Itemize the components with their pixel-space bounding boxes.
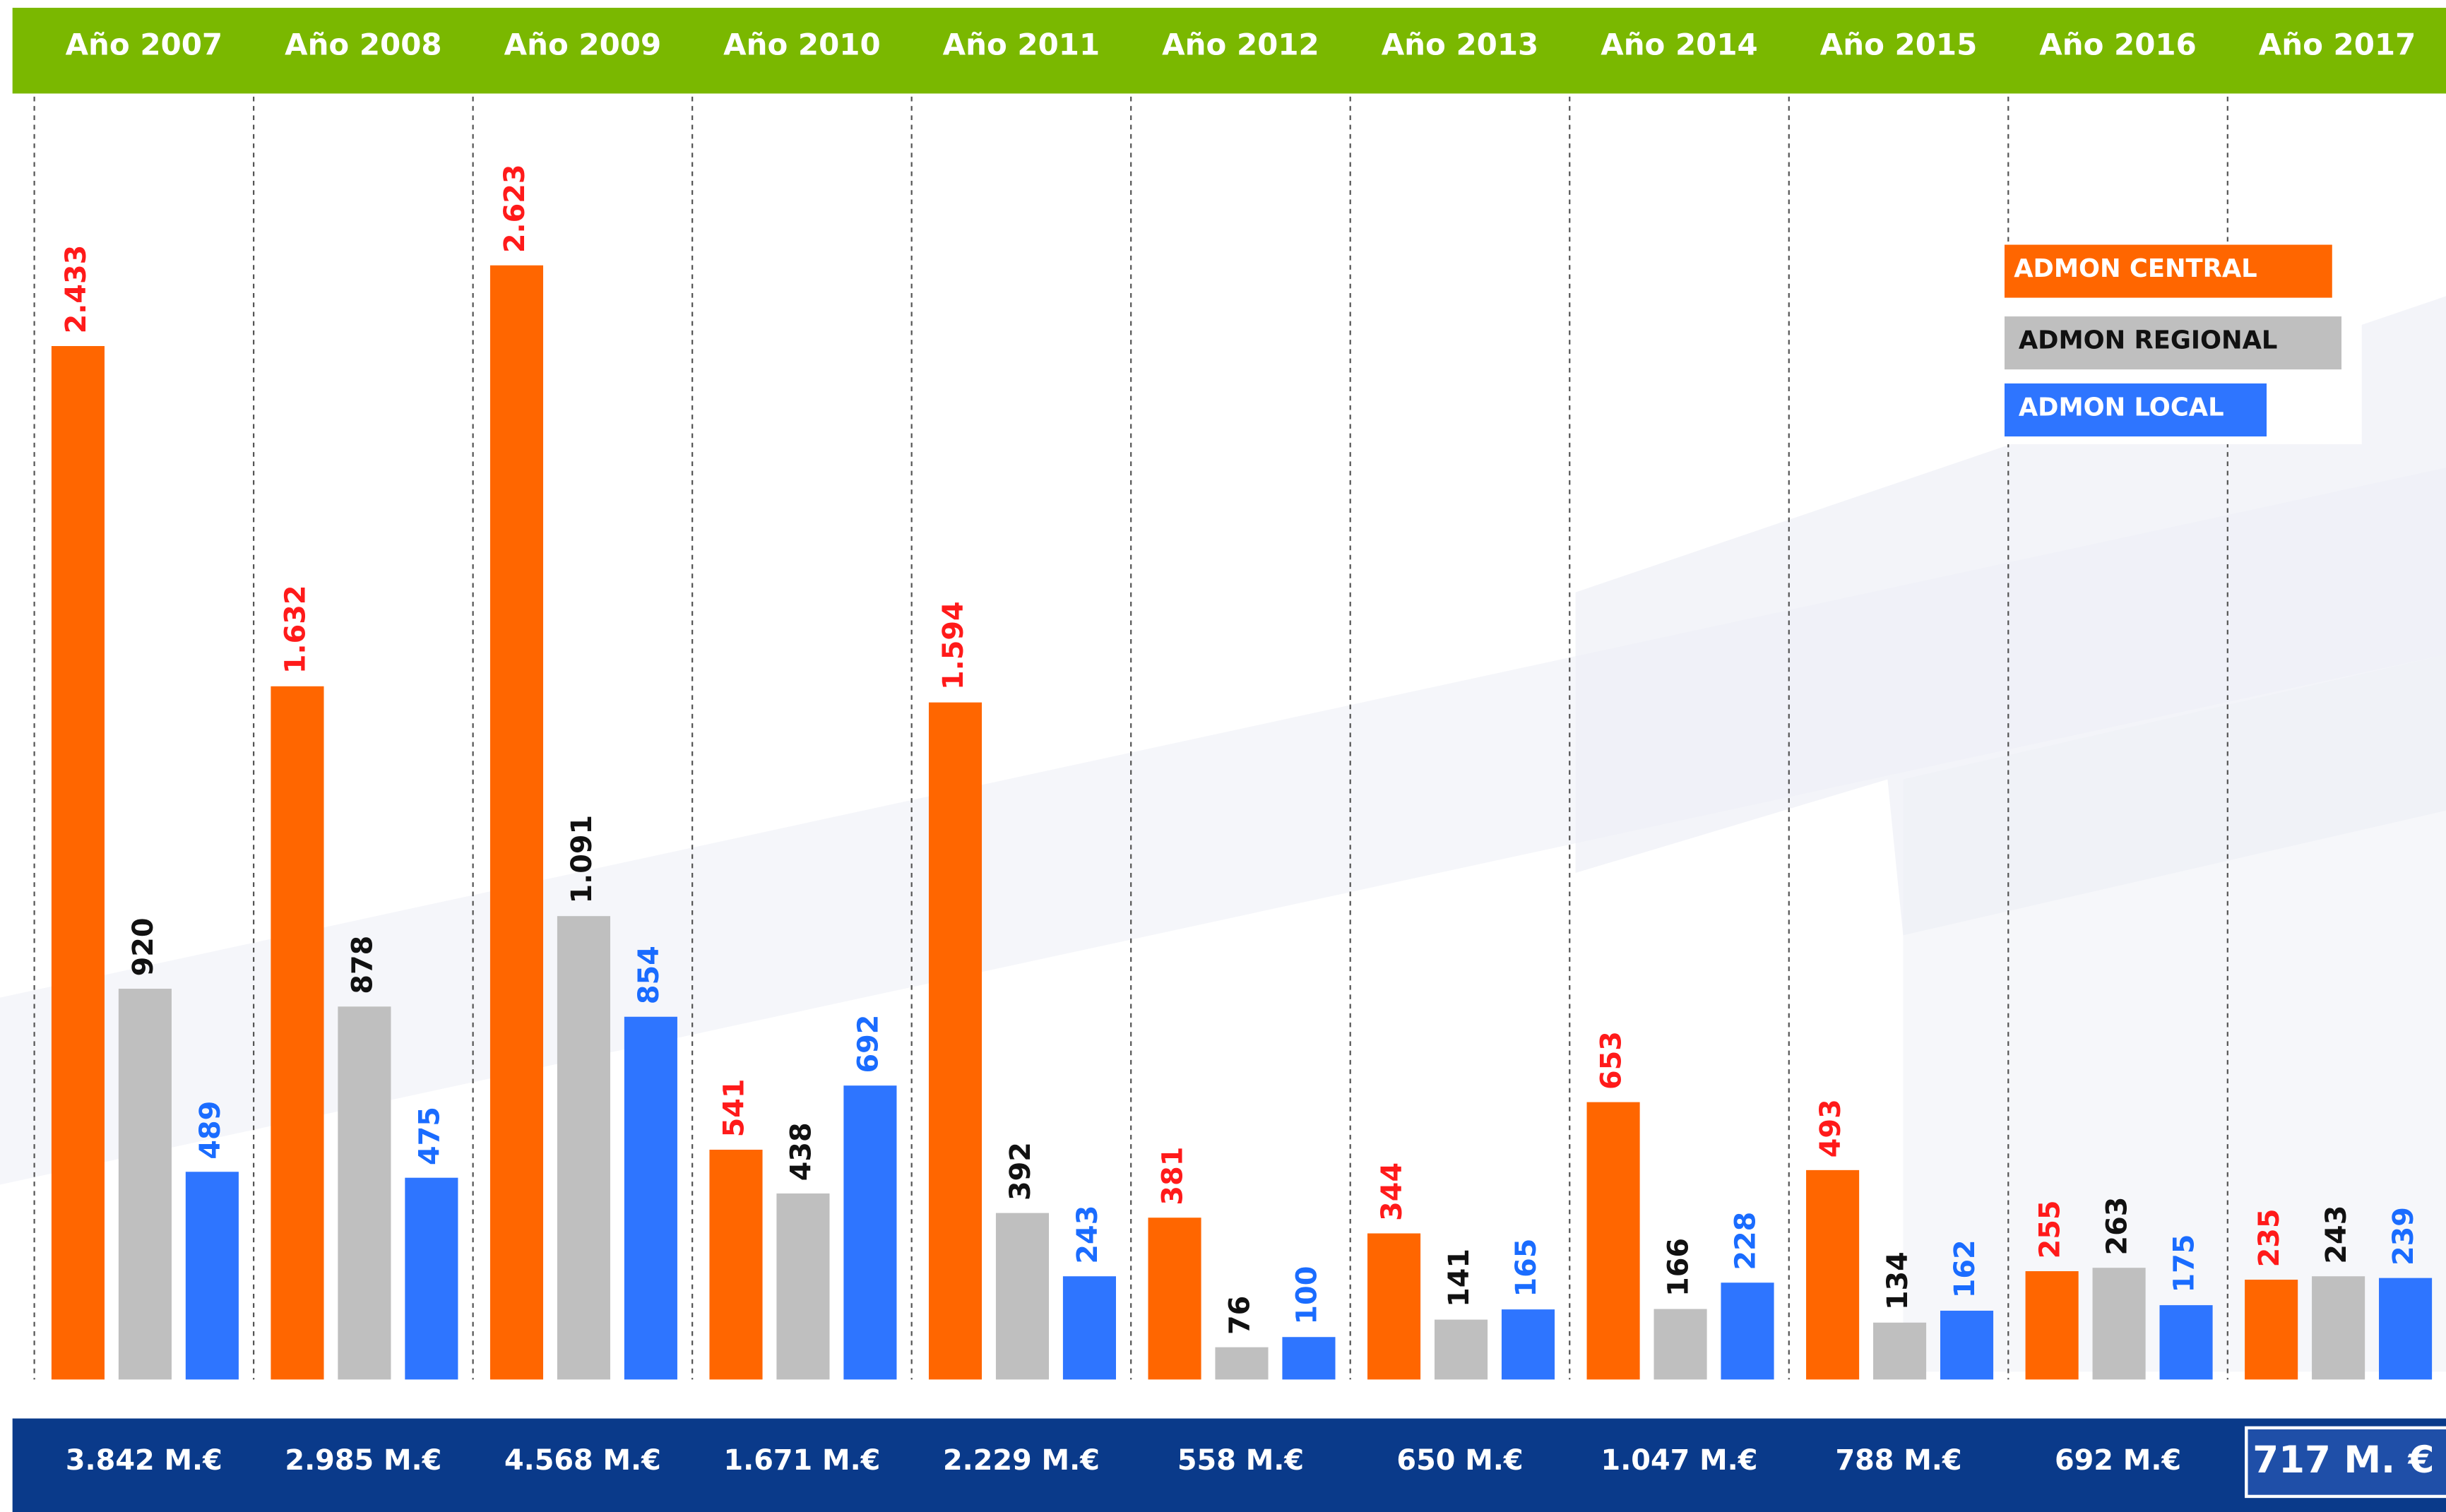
bar bbox=[929, 703, 982, 1380]
value-label: 243 bbox=[2320, 1206, 2353, 1264]
value-label: 475 bbox=[413, 1107, 446, 1165]
value-label: 878 bbox=[346, 936, 379, 994]
category-label: Año 2009 bbox=[504, 28, 662, 62]
bar bbox=[1654, 1309, 1707, 1380]
value-label: 166 bbox=[1663, 1238, 1695, 1297]
bar bbox=[1282, 1337, 1335, 1379]
bar bbox=[1367, 1233, 1420, 1379]
value-label: 2.433 bbox=[60, 245, 93, 334]
bar bbox=[2026, 1271, 2079, 1379]
bar bbox=[1502, 1309, 1555, 1379]
value-label: 175 bbox=[2168, 1234, 2201, 1293]
total-label: 2.985 M.€ bbox=[285, 1444, 441, 1477]
legend-label: ADMON REGIONAL bbox=[2019, 326, 2278, 355]
value-label: 228 bbox=[1730, 1212, 1762, 1270]
value-label: 381 bbox=[1157, 1147, 1189, 1206]
bar bbox=[2093, 1268, 2146, 1379]
value-label: 239 bbox=[2387, 1207, 2420, 1266]
total-label: 3.842 M.€ bbox=[66, 1444, 222, 1477]
value-label: 263 bbox=[2101, 1197, 2134, 1256]
category-label: Año 2014 bbox=[1601, 28, 1758, 62]
value-label: 141 bbox=[1443, 1249, 1476, 1307]
category-label: Año 2010 bbox=[723, 28, 881, 62]
bar bbox=[1587, 1102, 1640, 1380]
category-label: Año 2016 bbox=[2039, 28, 2197, 62]
value-label: 653 bbox=[1596, 1031, 1628, 1090]
value-label: 243 bbox=[1071, 1206, 1104, 1264]
total-label: 1.047 M.€ bbox=[1601, 1444, 1758, 1477]
legend: ADMON CENTRAL ADMON REGIONAL ADMON LOCAL bbox=[2003, 242, 2362, 444]
value-label: 541 bbox=[718, 1078, 750, 1137]
bar bbox=[557, 916, 610, 1379]
value-label: 76 bbox=[1223, 1296, 1256, 1335]
value-label: 692 bbox=[852, 1015, 884, 1073]
bar bbox=[843, 1085, 896, 1379]
bar bbox=[52, 346, 105, 1379]
value-label: 438 bbox=[785, 1122, 817, 1181]
value-label: 235 bbox=[2253, 1208, 2286, 1267]
category-label: Año 2011 bbox=[943, 28, 1100, 62]
bar bbox=[1940, 1311, 1993, 1379]
legend-label: ADMON LOCAL bbox=[2019, 393, 2224, 422]
bar bbox=[186, 1172, 239, 1379]
value-label: 1.594 bbox=[937, 601, 970, 690]
value-label: 854 bbox=[633, 946, 665, 1004]
bar bbox=[490, 266, 543, 1380]
value-label: 134 bbox=[1882, 1251, 1914, 1310]
category-label: Año 2008 bbox=[285, 28, 442, 62]
value-label: 162 bbox=[1949, 1239, 1981, 1298]
bar bbox=[405, 1178, 458, 1380]
bar bbox=[2312, 1276, 2365, 1379]
total-label: 650 M.€ bbox=[1396, 1444, 1523, 1477]
total-label: 1.671 M.€ bbox=[723, 1444, 880, 1477]
bar bbox=[1063, 1276, 1116, 1379]
value-label: 1.091 bbox=[566, 815, 598, 904]
value-label: 493 bbox=[1815, 1099, 1847, 1157]
value-label: 920 bbox=[127, 917, 160, 976]
bar bbox=[1721, 1282, 1774, 1379]
value-label: 1.632 bbox=[279, 585, 311, 674]
category-label: Año 2007 bbox=[66, 28, 223, 62]
bar bbox=[709, 1150, 762, 1379]
category-label: Año 2017 bbox=[2259, 28, 2416, 62]
bar bbox=[1806, 1170, 1859, 1380]
bar bbox=[2160, 1305, 2213, 1379]
legend-label: ADMON CENTRAL bbox=[2014, 254, 2257, 283]
total-label: 2.229 M.€ bbox=[943, 1444, 1100, 1477]
bar bbox=[1435, 1320, 1488, 1380]
bar bbox=[338, 1006, 391, 1379]
value-label: 344 bbox=[1376, 1162, 1408, 1221]
bar bbox=[2379, 1278, 2432, 1380]
page: Año 2007 3.842 M.€ 2.433 920 489 Año 2008 2.98… bbox=[0, 0, 2446, 1512]
total-label: 788 M.€ bbox=[1835, 1444, 1961, 1477]
value-label: 2.623 bbox=[499, 164, 531, 253]
value-label: 100 bbox=[1290, 1266, 1323, 1325]
total-label: 558 M.€ bbox=[1177, 1444, 1304, 1477]
bar bbox=[1215, 1347, 1268, 1380]
bar bbox=[776, 1193, 829, 1379]
bar bbox=[624, 1017, 677, 1380]
bar bbox=[1873, 1323, 1926, 1380]
bar bbox=[1148, 1218, 1201, 1379]
category-label: Año 2015 bbox=[1820, 28, 1978, 62]
bar bbox=[271, 686, 323, 1380]
value-label: 489 bbox=[194, 1101, 227, 1160]
bar bbox=[996, 1213, 1049, 1380]
value-label: 392 bbox=[1004, 1142, 1037, 1201]
chart: Año 2007 3.842 M.€ 2.433 920 489 Año 2008 2.98… bbox=[0, 0, 2446, 1512]
value-label: 255 bbox=[2034, 1200, 2067, 1258]
bar bbox=[2245, 1280, 2298, 1379]
category-label: Año 2013 bbox=[1382, 28, 1539, 62]
value-label: 165 bbox=[1510, 1239, 1543, 1297]
category-label: Año 2012 bbox=[1162, 28, 1319, 62]
bar bbox=[119, 989, 172, 1379]
total-label: 4.568 M.€ bbox=[504, 1444, 661, 1477]
total-label: 717 M. € bbox=[2252, 1439, 2434, 1482]
total-label: 692 M.€ bbox=[2055, 1444, 2181, 1477]
